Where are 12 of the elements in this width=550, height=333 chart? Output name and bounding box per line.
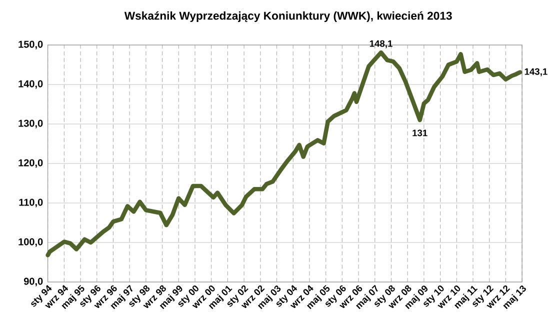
- data-label: 148,1: [370, 40, 392, 48]
- line-series: [46, 50, 522, 258]
- y-tick-label: 150,0: [18, 40, 43, 50]
- chart-title: Wskaźnik Wyprzedzający Koniunktury (WWK), kwiecień 2013: [124, 11, 452, 22]
- data-label: 131: [412, 130, 428, 136]
- y-tick-label: 140,0: [18, 80, 43, 89]
- y-tick-label: 90,0: [24, 278, 43, 286]
- data-label: 143,1: [524, 68, 548, 76]
- y-tick-label: 130,0: [18, 120, 43, 128]
- y-tick-label: 100,0: [18, 238, 43, 247]
- y-tick-label: 110,0: [19, 198, 43, 208]
- y-tick-label: 120,0: [18, 159, 43, 168]
